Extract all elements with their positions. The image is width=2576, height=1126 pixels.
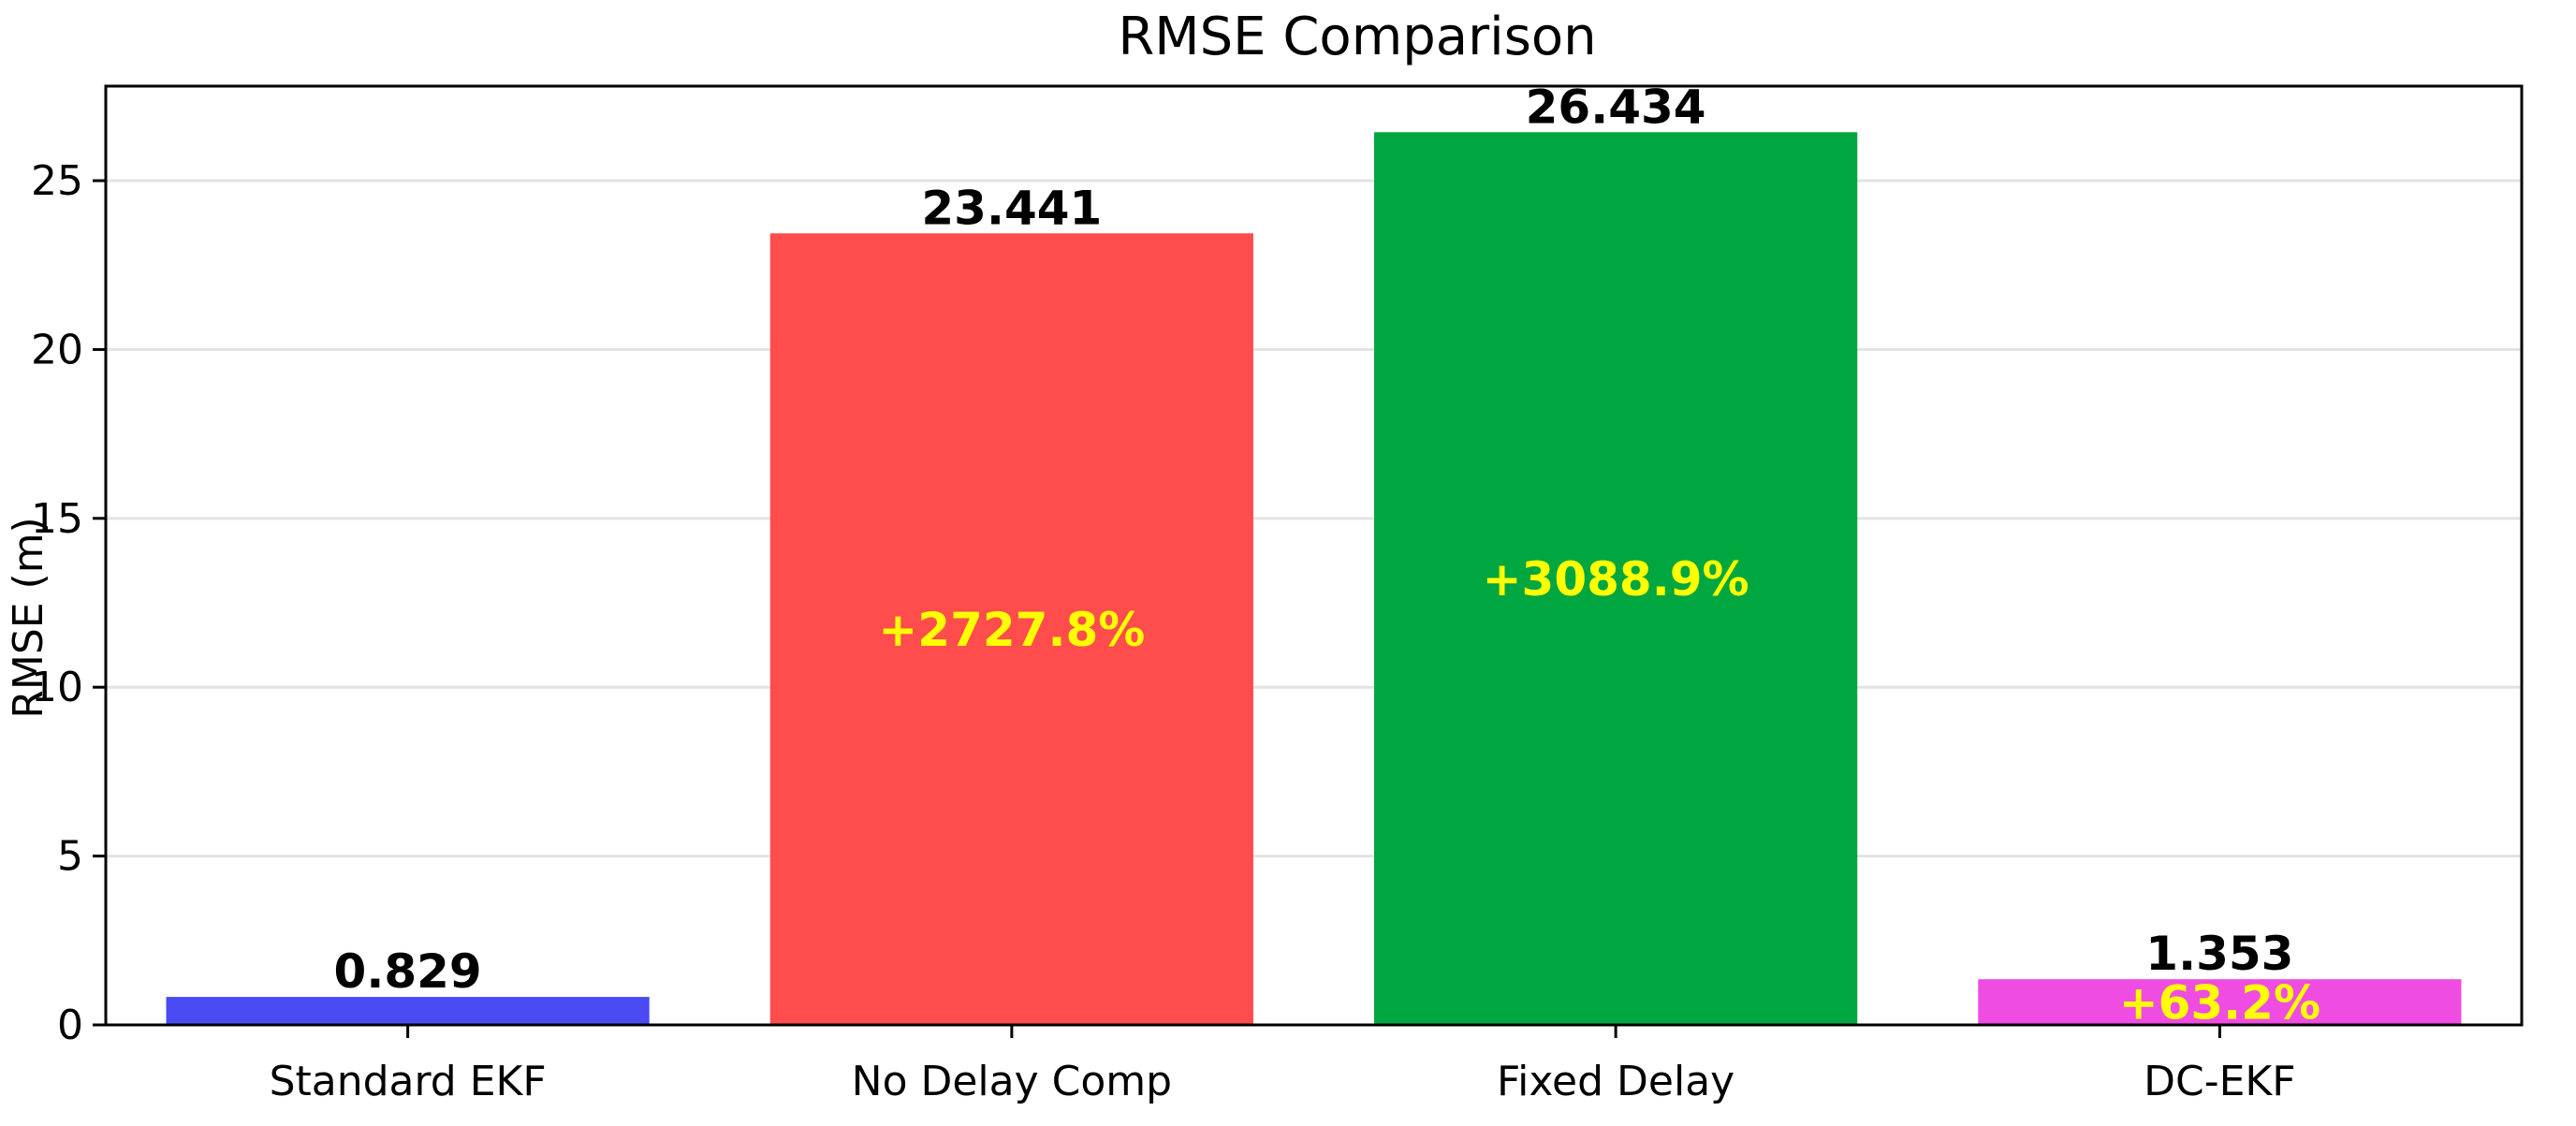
bar <box>1978 979 2462 1025</box>
y-tick-label: 25 <box>31 157 83 205</box>
y-axis-label: RMSE (m) <box>5 517 52 718</box>
bar <box>166 997 650 1025</box>
plot-frame <box>104 84 2524 1027</box>
bar <box>769 233 1253 1026</box>
percent-labels: +2727.8% +3088.9% +63.2% <box>878 552 2320 1030</box>
bar-percent-label: +63.2% <box>2119 976 2320 1031</box>
x-axis-ticks: Standard EKF No Delay Comp Fixed Delay DC-E… <box>270 1025 2296 1105</box>
y-tick-label: 10 <box>31 664 83 711</box>
bar-value-label: 1.353 <box>2145 927 2293 981</box>
y-axis-ticks: 0 5 10 15 20 25 <box>31 157 106 1049</box>
bar-percent-label: +2727.8% <box>878 603 1145 657</box>
x-tick-label: Fixed Delay <box>1497 1058 1734 1105</box>
chart-title: RMSE Comparison <box>1118 7 1596 67</box>
gridlines <box>106 179 2522 1027</box>
value-labels: 0.829 23.441 26.434 1.353 <box>334 80 2294 999</box>
bar-percent-label: +3088.9% <box>1483 552 1749 607</box>
x-tick-label: DC-EKF <box>2144 1058 2295 1105</box>
y-tick-label: 5 <box>57 833 83 881</box>
y-tick-label: 0 <box>57 1002 83 1049</box>
bars <box>166 132 2462 1026</box>
bar-value-label: 0.829 <box>334 944 482 999</box>
y-tick-label: 20 <box>31 326 83 373</box>
bar <box>1374 132 1858 1025</box>
bar-value-label: 26.434 <box>1526 80 1706 134</box>
bar-value-label: 23.441 <box>921 181 1102 235</box>
y-tick-label: 15 <box>31 495 83 543</box>
x-tick-label: Standard EKF <box>270 1058 547 1105</box>
x-tick-label: No Delay Comp <box>852 1058 1172 1105</box>
